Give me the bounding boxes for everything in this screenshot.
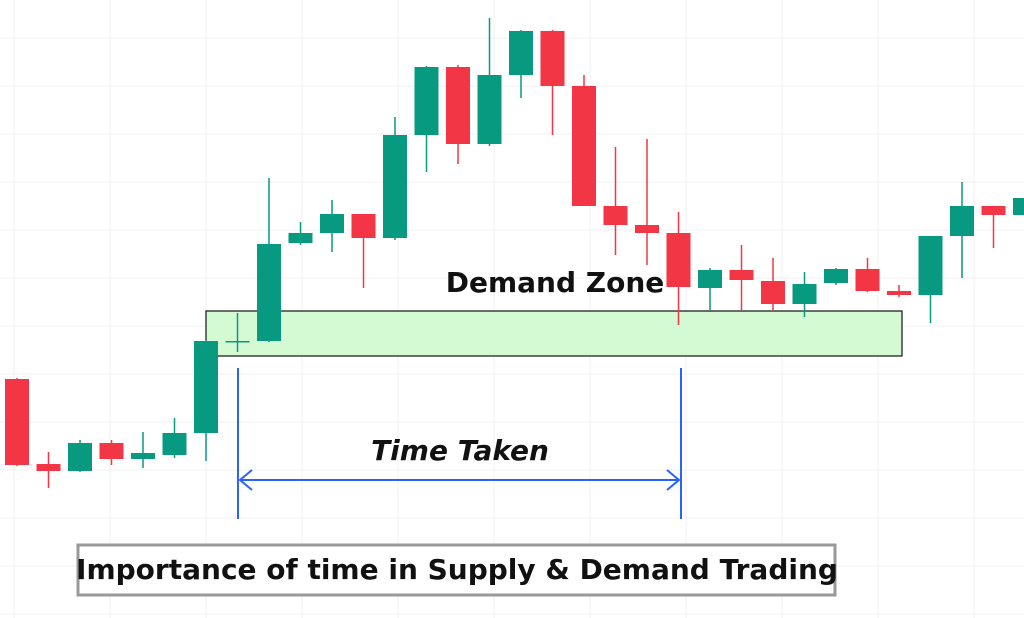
candle-body [99, 443, 124, 459]
arrow-head [238, 469, 253, 491]
candle-body [509, 31, 533, 75]
candle-body [320, 214, 344, 233]
demand-zone [205, 310, 903, 357]
candle-body [855, 269, 880, 291]
candle-body [5, 379, 29, 465]
zone-label: Demand Zone [446, 266, 665, 299]
candle-body [761, 281, 785, 304]
candle-body [414, 67, 439, 135]
candle-body [572, 86, 596, 206]
caption-box [76, 543, 837, 597]
arrow-head [666, 469, 681, 491]
candle-body [729, 270, 754, 280]
candle-body [383, 135, 407, 238]
candle-body [68, 443, 92, 471]
span-label: Time Taken [371, 434, 549, 467]
time-span [237, 368, 682, 519]
candle-body [446, 67, 470, 144]
candle-body [698, 270, 722, 288]
candle-body [194, 341, 218, 433]
candle-body [36, 464, 61, 471]
caption: Importance of time in Supply & Demand Tr… [76, 553, 838, 586]
candle-body [918, 236, 943, 295]
candle-body [603, 206, 628, 225]
candle-body [981, 206, 1006, 215]
candle-body [162, 433, 187, 455]
candle-body [540, 31, 565, 86]
candle-body [666, 233, 691, 287]
candle-body [635, 225, 659, 233]
candle-body [257, 244, 281, 341]
candle-body [887, 291, 911, 295]
candle-body [351, 214, 376, 238]
candle-body [824, 269, 848, 283]
candle-body [1013, 198, 1024, 215]
candle-body [792, 284, 817, 304]
candle-body [131, 453, 155, 459]
candle-body [225, 341, 250, 343]
plot [5, 18, 1024, 488]
candle-body [950, 206, 974, 236]
candle-body [477, 75, 502, 144]
candle-body [288, 233, 313, 243]
